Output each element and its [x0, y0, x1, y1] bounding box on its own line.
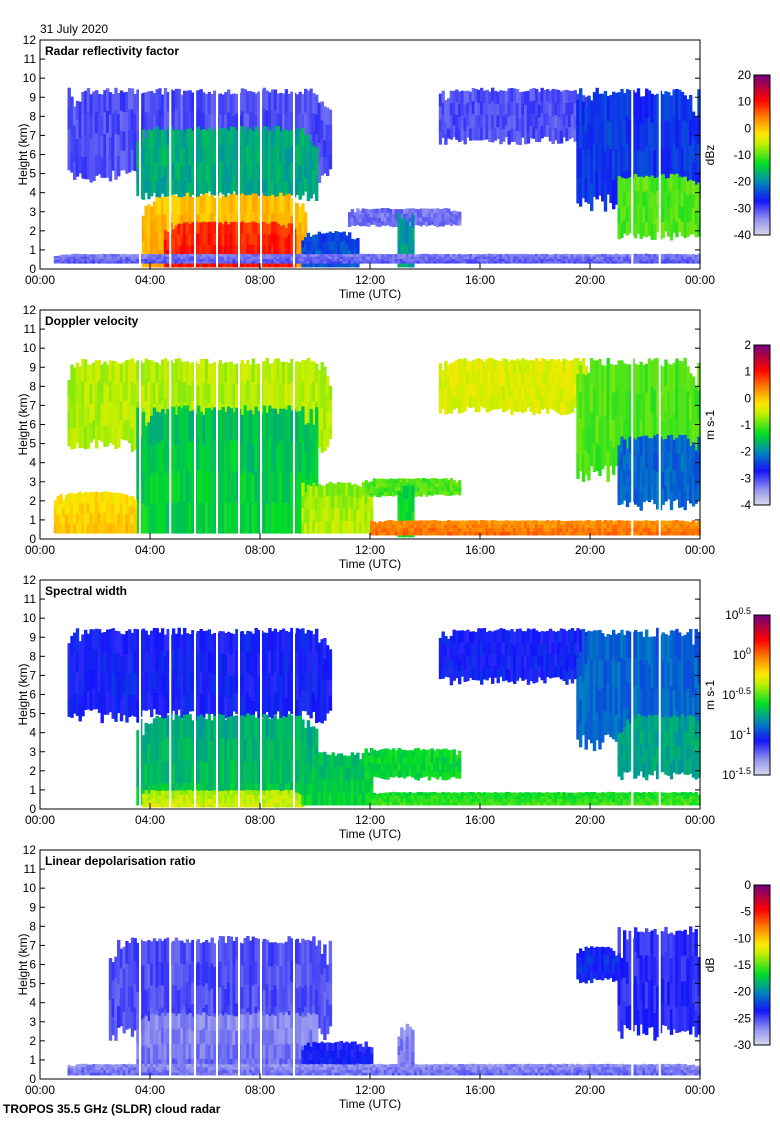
data-cell — [458, 212, 461, 216]
colorbar-tick-label: -20 — [734, 175, 752, 189]
y-tick-label: 12 — [23, 33, 37, 47]
y-axis-label: Height (km) — [16, 123, 30, 185]
panel-1: Radar reflectivity factor012345678910111… — [16, 33, 770, 301]
colorbar-tick-label: -10 — [734, 148, 752, 162]
data-gap — [631, 84, 633, 267]
x-tick-label: 00:00 — [685, 273, 715, 287]
x-tick-label: 12:00 — [355, 273, 385, 287]
y-tick-label: 11 — [24, 52, 37, 66]
footer-label: TROPOS 35.5 GHz (SLDR) cloud radar — [3, 1102, 221, 1116]
colorbar-unit: dBz — [703, 145, 717, 166]
y-tick-label: 4 — [29, 186, 36, 200]
y-tick-label: 8 — [29, 109, 36, 123]
data-gap — [194, 84, 196, 267]
data-cell — [329, 110, 332, 125]
data-cell — [458, 491, 461, 495]
data-cell — [329, 139, 332, 154]
data-cell — [304, 212, 307, 226]
data-field — [54, 84, 701, 268]
data-gap — [293, 84, 295, 267]
data-cell — [315, 148, 318, 162]
panel-title: Radar reflectivity factor — [45, 44, 179, 58]
data-cell — [134, 508, 137, 517]
data-cell — [315, 439, 318, 471]
data-cell — [329, 399, 332, 413]
x-tick-label: 00:00 — [25, 273, 55, 287]
data-cell — [329, 412, 332, 426]
data-cell — [315, 187, 318, 201]
data-gap — [169, 84, 171, 267]
data-cell — [329, 154, 332, 169]
data-cell — [458, 218, 461, 222]
y-tick-label: 10 — [23, 71, 37, 85]
x-axis-label: Time (UTC) — [339, 287, 401, 301]
x-tick-label: 08:00 — [245, 273, 275, 287]
data-gap — [139, 84, 141, 267]
data-cell — [134, 525, 137, 534]
data-cell — [134, 516, 137, 525]
y-tick-label: 7 — [29, 128, 36, 142]
y-tick-label: 9 — [29, 90, 36, 104]
data-cell — [315, 161, 318, 175]
data-cell — [356, 238, 359, 246]
data-cell — [329, 386, 332, 400]
x-tick-label: 16:00 — [465, 273, 495, 287]
data-cell — [411, 228, 414, 241]
data-cell — [458, 215, 461, 219]
data-cell — [329, 125, 332, 140]
data-gap — [238, 84, 240, 267]
x-tick-label: 20:00 — [575, 273, 605, 287]
data-cell — [370, 509, 373, 522]
data-cell — [134, 499, 137, 508]
y-tick-label: 3 — [29, 205, 36, 219]
data-cell — [458, 484, 461, 488]
data-cell — [458, 480, 461, 484]
y-tick-label: 2 — [29, 224, 36, 238]
data-cell — [370, 496, 373, 509]
data-cell — [411, 215, 414, 228]
colorbar-tick-label: 10 — [738, 95, 752, 109]
data-cell — [315, 174, 318, 188]
data-cell — [458, 222, 461, 226]
y-tick-label: 1 — [29, 243, 36, 257]
data-cell — [315, 407, 318, 439]
data-cell — [411, 499, 414, 512]
colorbar-tick-label: -40 — [734, 228, 752, 242]
data-cell — [411, 241, 414, 254]
data-field — [54, 354, 701, 538]
y-tick-label: 5 — [29, 167, 36, 181]
data-cell — [329, 426, 332, 440]
data-gap — [260, 84, 262, 267]
data-gap — [216, 84, 218, 267]
colorbar-tick-label: 20 — [738, 68, 752, 82]
data-cell — [458, 488, 461, 492]
date-label: 31 July 2020 — [40, 22, 108, 36]
x-tick-label: 04:00 — [135, 273, 165, 287]
y-tick-label: 6 — [29, 148, 36, 162]
data-cell — [411, 486, 414, 499]
data-cell — [356, 245, 359, 253]
colorbar: 20 10 0 -10 -20 -30 -40 dBz — [703, 68, 770, 242]
colorbar-tick-label: 0 — [744, 121, 751, 135]
data-gap — [659, 84, 661, 267]
colorbar-tick-label: -30 — [734, 201, 752, 215]
